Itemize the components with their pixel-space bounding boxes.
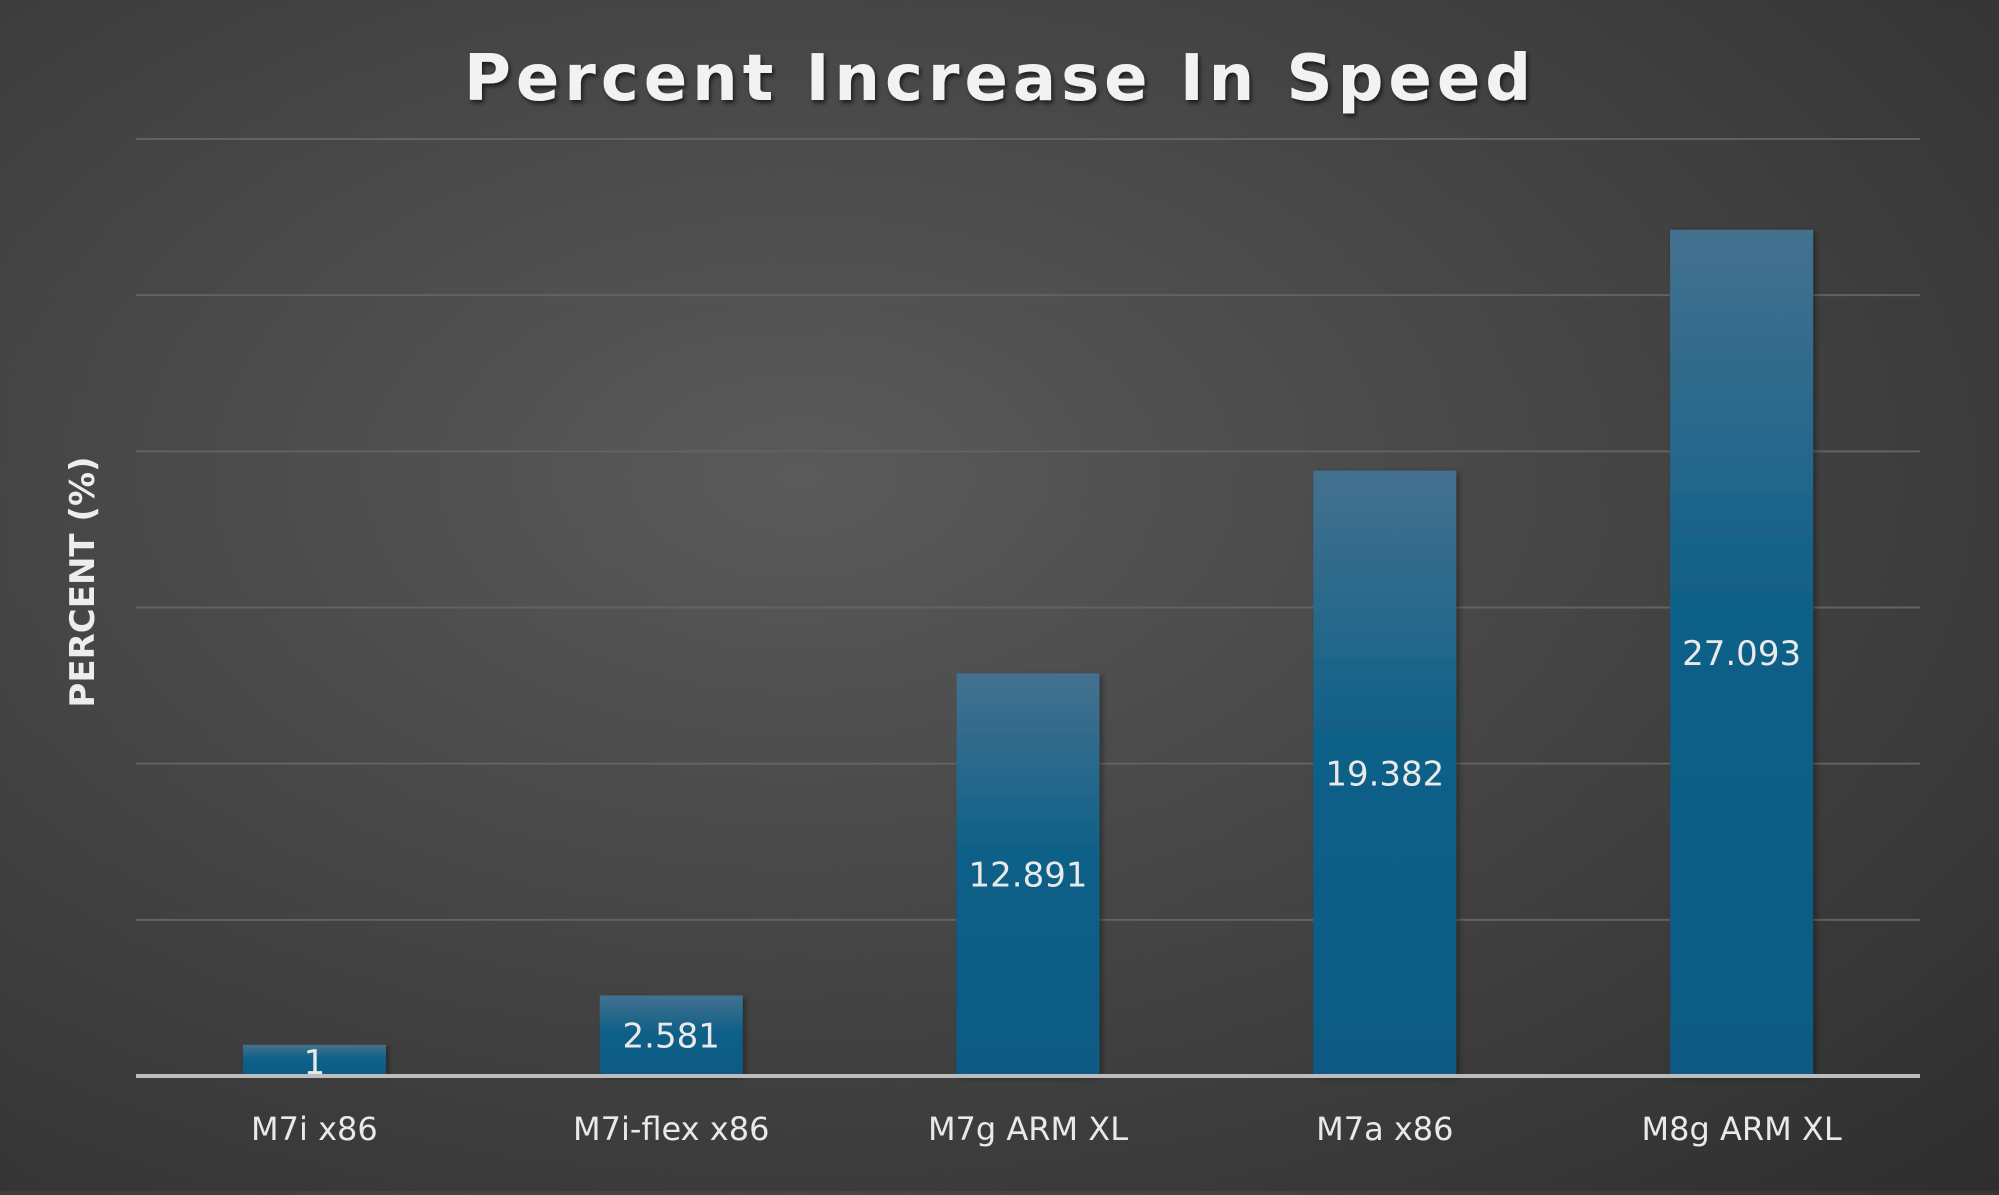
data-label: 27.093	[1682, 634, 1801, 674]
x-tick-label: M7i x86	[251, 1110, 378, 1148]
x-tick-labels-group: M7i x86 M7i-flex x86 M7g ARM XL M7a x86 M8g …	[251, 1110, 1842, 1148]
bar-m7a-x86	[1313, 470, 1457, 1077]
x-tick-label: M7a x86	[1316, 1110, 1453, 1148]
bar-m7i-x86	[242, 1044, 386, 1076]
data-label: 12.891	[969, 856, 1088, 896]
x-tick-label: M7g ARM XL	[928, 1110, 1128, 1148]
bar-m7g-arm-xl	[956, 673, 1100, 1076]
bars-group	[242, 229, 1814, 1077]
data-label: 19.382	[1325, 754, 1444, 794]
data-label: 1	[304, 1043, 326, 1083]
x-tick-label: M7i-flex x86	[573, 1110, 769, 1148]
chart-title: Percent Increase In Speed	[464, 42, 1536, 116]
data-label: 2.581	[623, 1017, 720, 1057]
data-labels-group: 1 2.581 12.891 19.382 27.093	[304, 634, 1802, 1083]
bar-m7i-flex-x86	[599, 995, 743, 1076]
y-axis-label: PERCENT (%)	[63, 456, 103, 707]
bar-m8g-arm-xl	[1670, 229, 1814, 1077]
gridlines	[136, 138, 1920, 921]
x-tick-label: M8g ARM XL	[1642, 1110, 1842, 1148]
